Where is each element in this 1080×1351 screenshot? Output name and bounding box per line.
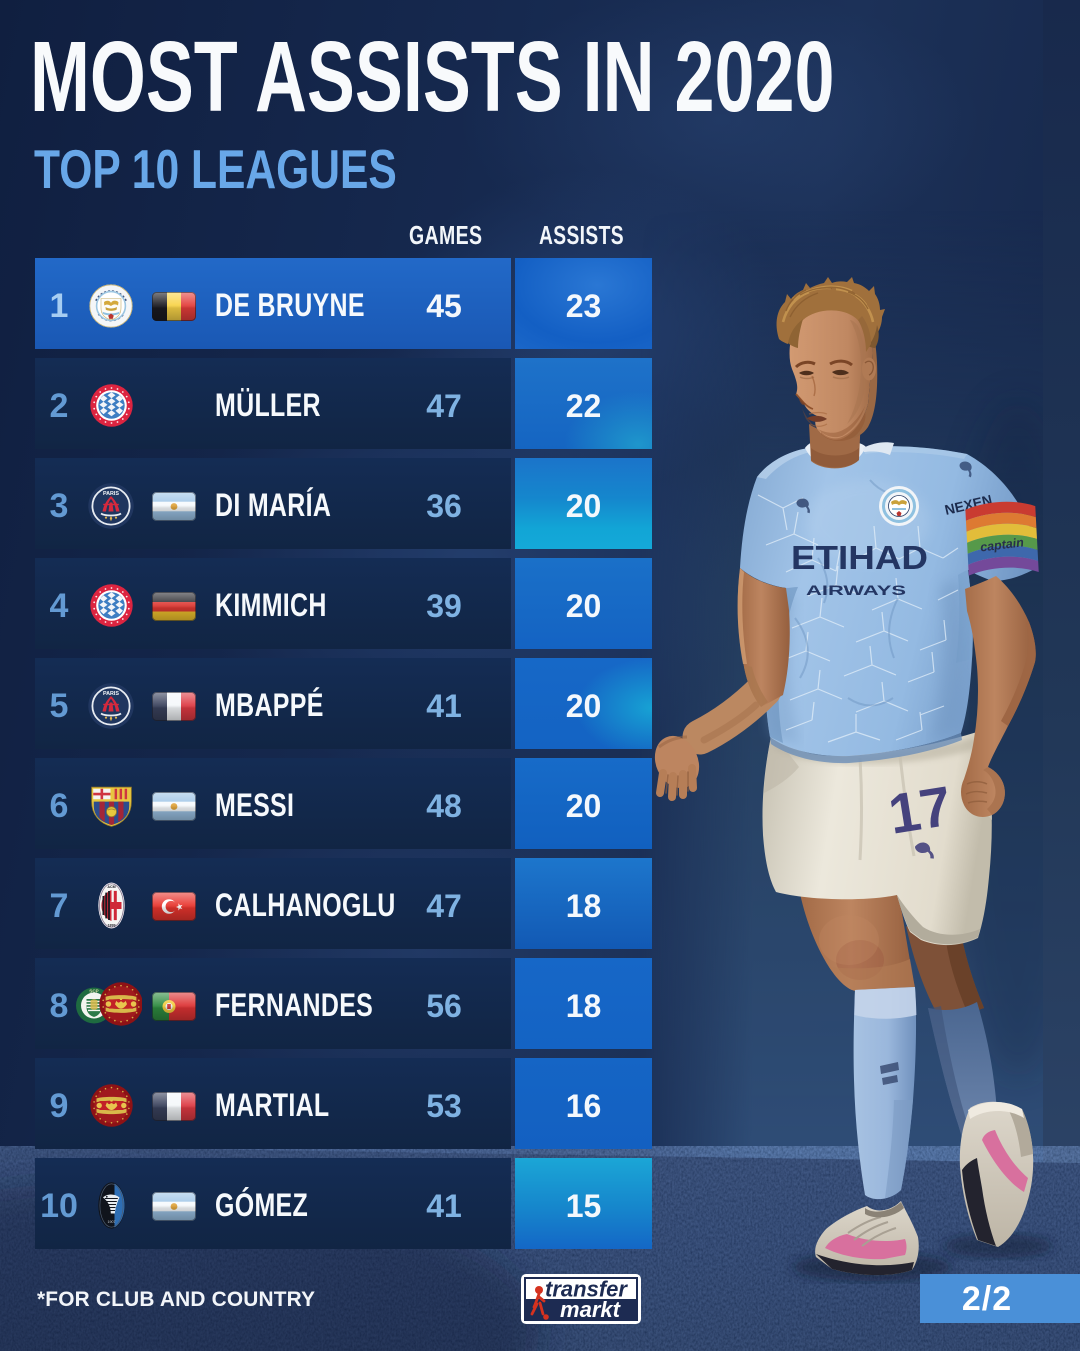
svg-text:AIRWAYS: AIRWAYS <box>806 582 906 598</box>
svg-text:ACM: ACM <box>107 885 115 889</box>
svg-text:1907: 1907 <box>108 1220 116 1224</box>
svg-text:transfer: transfer <box>545 1277 628 1302</box>
svg-text:1899: 1899 <box>108 924 116 928</box>
svg-text:17: 17 <box>884 774 955 846</box>
svg-text:markt: markt <box>560 1297 622 1322</box>
svg-text:captain: captain <box>979 535 1025 554</box>
svg-text:PARIS: PARIS <box>103 491 119 497</box>
svg-text:PARIS: PARIS <box>103 691 119 697</box>
svg-text:SCP: SCP <box>89 989 98 994</box>
svg-text:ETIHAD: ETIHAD <box>791 539 928 576</box>
